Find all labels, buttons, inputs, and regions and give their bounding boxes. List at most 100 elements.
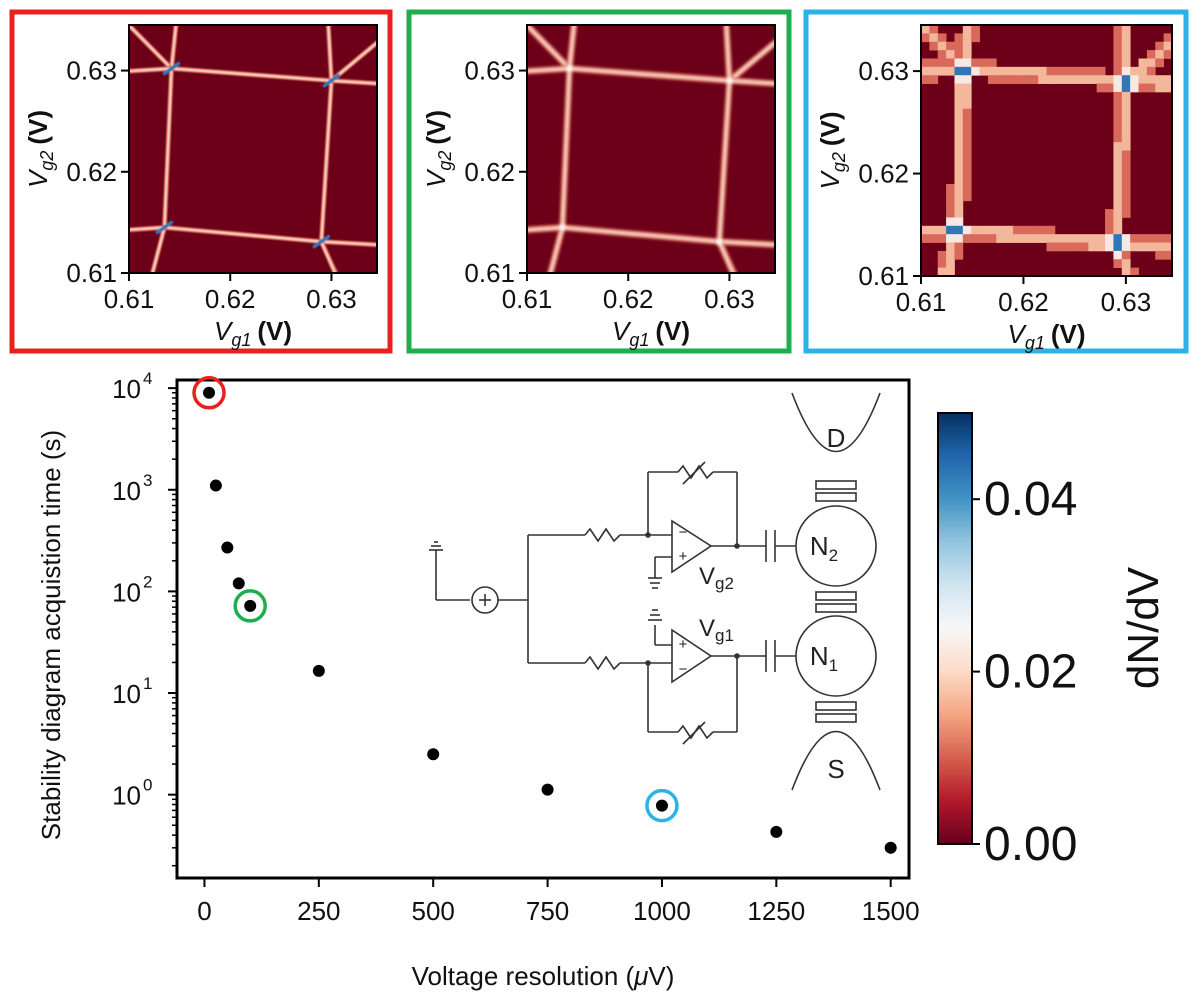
highlight-ring-red (192, 376, 226, 410)
map-pixel (1038, 66, 1047, 76)
map-pixel (979, 225, 989, 235)
map-pixel (1155, 50, 1165, 59)
map-pixel (1121, 200, 1131, 210)
map-pixel (921, 234, 930, 243)
map-pixel (979, 58, 989, 68)
map-pixel (1113, 150, 1123, 160)
x-tick-label: 0.62 (205, 284, 256, 314)
map-pixel (946, 259, 955, 269)
map-pixel (1121, 50, 1131, 59)
map-pixel (1054, 75, 1064, 84)
barrier-top-icon (815, 480, 857, 490)
map-pixel (1121, 58, 1131, 68)
map-pixel (1079, 242, 1089, 252)
map-pixel (1121, 175, 1131, 185)
map-pixel (1113, 117, 1123, 126)
map-pixel (1113, 66, 1123, 76)
transition-line (163, 226, 323, 243)
map-pixel (1155, 75, 1165, 84)
map-pixel (962, 33, 972, 43)
x-axis-label: Vg1 (V) (1007, 319, 1085, 353)
map-pixel (946, 192, 955, 202)
map-pixel (1121, 250, 1131, 260)
transition-line (560, 67, 572, 229)
map-pixel (1088, 234, 1098, 243)
map-pixel (1138, 234, 1148, 243)
map-pixel (954, 41, 964, 51)
map-pixel (1130, 234, 1139, 243)
map-pixel (954, 167, 964, 176)
data-point (312, 664, 325, 677)
map-pixel (996, 75, 1006, 84)
map-pixel (1105, 83, 1114, 93)
transition-line (320, 79, 333, 243)
map-pixel (954, 117, 964, 126)
map-pixel (962, 117, 972, 126)
map-pixel (996, 225, 1006, 235)
map-pixel (1113, 91, 1123, 101)
x-tick-label: 0.63 (306, 284, 357, 314)
map-pixel (929, 75, 939, 84)
map-pixel (1121, 83, 1131, 93)
map-pixel (1105, 209, 1114, 218)
map-pixel (1004, 75, 1014, 84)
transition-line (129, 67, 173, 73)
drain-label: D (827, 423, 846, 453)
map-pixel (1138, 242, 1148, 252)
map-pixel (996, 66, 1006, 76)
triple-point (715, 238, 723, 246)
stability-map (527, 25, 775, 273)
map-pixel (1121, 133, 1131, 143)
transition-line (568, 67, 731, 83)
map-pixel (996, 234, 1006, 243)
transition-line (320, 240, 377, 246)
y-axis-label: Vg2(V) (815, 111, 849, 189)
map-pixel (1038, 234, 1047, 243)
map-pixel (1105, 217, 1114, 227)
map-pixel (1113, 108, 1123, 118)
map-pixel (1155, 41, 1165, 51)
stability-map (921, 25, 1172, 276)
map-pixel (1046, 225, 1056, 235)
map-pixel (1130, 75, 1139, 84)
map-pixel (1121, 33, 1131, 43)
map-pixel (962, 50, 972, 59)
map-pixel (1121, 242, 1131, 252)
transition-line (727, 40, 775, 83)
y-tick-label: 0.61 (858, 261, 909, 291)
map-pixel (1096, 83, 1106, 93)
colorbar-label: dN/dV (1119, 566, 1168, 689)
map-pixel (954, 217, 964, 227)
map-pixel (962, 150, 972, 160)
data-point (884, 841, 897, 854)
map-pixel (946, 66, 955, 76)
map-pixel (1121, 167, 1131, 176)
map-pixel (962, 225, 972, 235)
map-pixel (1121, 91, 1131, 101)
map-pixel (1163, 250, 1172, 260)
map-pixel (1121, 267, 1131, 276)
map-pixel (1146, 66, 1156, 76)
map-pixel (1121, 142, 1131, 151)
map-pixel (962, 100, 972, 110)
map-pixel (1113, 158, 1123, 168)
map-pixel (954, 58, 964, 68)
map-pixel (1121, 192, 1131, 202)
map-pixel (1163, 50, 1172, 59)
x-axis-ticks: 0 250 500 750 1000 1250 1500 (197, 878, 920, 926)
map-pixel (929, 58, 939, 68)
map-pixel (1138, 58, 1148, 68)
map-pixel (1121, 100, 1131, 110)
map-pixel (937, 50, 947, 59)
map-pixel (1105, 75, 1114, 84)
map-pixel (1021, 225, 1031, 235)
colorbar-tick-label: 0.04 (984, 473, 1077, 526)
map-pixel (954, 183, 964, 193)
map-pixel (962, 192, 972, 202)
map-pixel (962, 41, 972, 51)
map-pixel (1121, 41, 1131, 51)
map-pixel (1088, 66, 1098, 76)
transition-line (163, 67, 173, 229)
map-pixel (946, 267, 955, 276)
